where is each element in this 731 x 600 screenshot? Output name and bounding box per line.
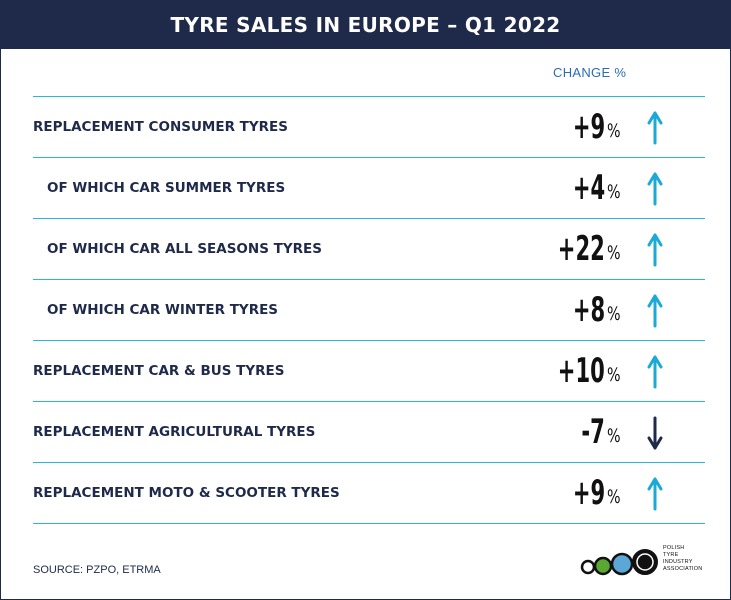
change-value: +22% — [529, 219, 625, 279]
change-value: +8% — [553, 280, 625, 340]
arrow-up-icon — [647, 111, 663, 145]
table-row: REPLACEMENT CONSUMER TYRES +9% — [33, 97, 705, 157]
ptia-logo — [580, 549, 658, 576]
arrow-up-icon — [647, 355, 663, 389]
change-value: +4% — [553, 158, 625, 218]
row-label: OF WHICH CAR WINTER TYRES — [47, 302, 279, 318]
table-row: REPLACEMENT MOTO & SCOOTER TYRES +9% — [33, 463, 705, 523]
row-divider — [33, 279, 705, 280]
row-divider — [33, 401, 705, 402]
arrow-up-icon — [647, 233, 663, 267]
column-header-change: CHANGE % — [553, 65, 627, 80]
source-note: SOURCE: PZPO, ETRMA — [33, 564, 161, 576]
table-row: REPLACEMENT CAR & BUS TYRES +10% — [33, 341, 705, 401]
change-value: +9% — [553, 463, 625, 523]
row-divider — [33, 462, 705, 463]
arrow-up-icon — [647, 477, 663, 511]
logo-line: TYRE — [663, 552, 679, 558]
row-divider — [33, 340, 705, 341]
row-label: REPLACEMENT CONSUMER TYRES — [33, 119, 288, 135]
percent-sign: % — [606, 364, 621, 386]
row-divider — [33, 523, 705, 524]
change-value: +10% — [529, 341, 625, 401]
change-number: +8 — [572, 290, 605, 330]
change-value: -7% — [567, 402, 625, 462]
arrow-up-icon — [647, 294, 663, 328]
row-label: REPLACEMENT AGRICULTURAL TYRES — [33, 424, 316, 440]
percent-sign: % — [606, 120, 621, 142]
table-row: OF WHICH CAR WINTER TYRES +8% — [33, 280, 705, 340]
change-number: -7 — [581, 412, 605, 452]
change-value: +9% — [553, 97, 625, 157]
logo-line: POLISH — [663, 545, 685, 551]
arrow-down-icon — [647, 416, 663, 450]
table-row: OF WHICH CAR ALL SEASONS TYRES +22% — [33, 219, 705, 279]
change-number: +22 — [557, 229, 605, 269]
row-label: OF WHICH CAR SUMMER TYRES — [47, 180, 286, 196]
sales-table: REPLACEMENT CONSUMER TYRES +9% OF WHICH CA… — [33, 96, 705, 524]
logo-line: ASSOCIATION — [663, 566, 703, 572]
percent-sign: % — [606, 181, 621, 203]
percent-sign: % — [606, 486, 621, 508]
row-label: OF WHICH CAR ALL SEASONS TYRES — [47, 241, 322, 257]
row-label: REPLACEMENT CAR & BUS TYRES — [33, 363, 285, 379]
percent-sign: % — [606, 242, 621, 264]
table-row: OF WHICH CAR SUMMER TYRES +4% — [33, 158, 705, 218]
percent-sign: % — [606, 425, 621, 447]
change-number: +4 — [572, 168, 605, 208]
row-label: REPLACEMENT MOTO & SCOOTER TYRES — [33, 485, 340, 501]
logo-text: POLISH TYRE INDUSTRY ASSOCIATION — [663, 545, 702, 573]
logo-line: INDUSTRY — [663, 559, 693, 565]
row-divider — [33, 218, 705, 219]
change-number: +10 — [557, 351, 605, 391]
table-row: REPLACEMENT AGRICULTURAL TYRES -7% — [33, 402, 705, 462]
row-divider — [33, 96, 705, 97]
arrow-up-icon — [647, 172, 663, 206]
page-title: TYRE SALES IN EUROPE – Q1 2022 — [1, 1, 730, 49]
row-divider — [33, 157, 705, 158]
change-number: +9 — [572, 107, 605, 147]
percent-sign: % — [606, 303, 621, 325]
change-number: +9 — [572, 473, 605, 513]
